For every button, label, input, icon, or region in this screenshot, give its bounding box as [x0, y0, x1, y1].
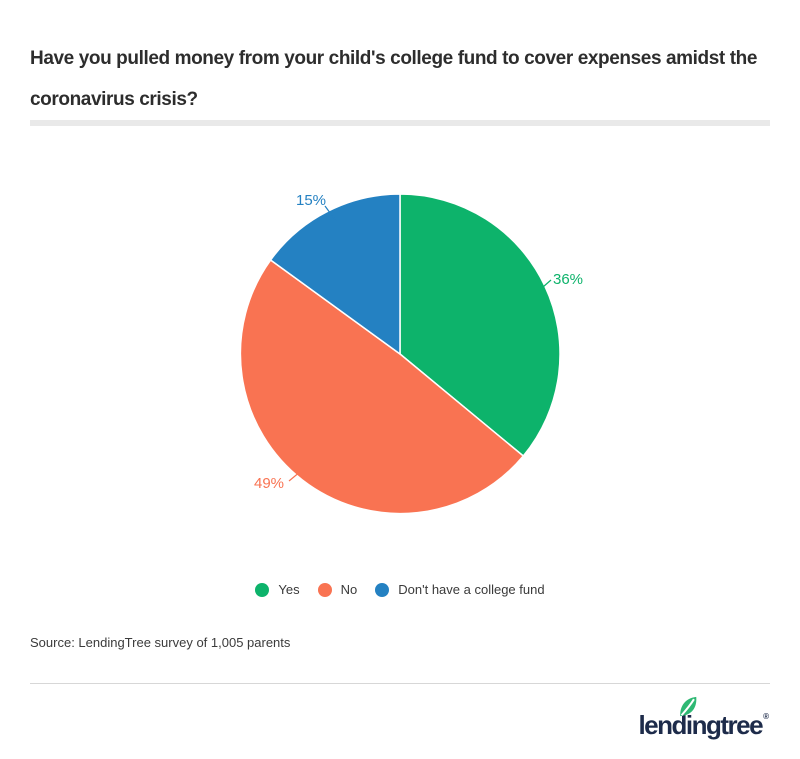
footer-row: lendingtree®: [30, 696, 770, 741]
pie-chart: 36% 49% 15%: [239, 192, 583, 515]
legend-item-yes: Yes: [255, 580, 300, 600]
legend-label-yes: Yes: [278, 582, 300, 597]
legend-swatch-yes: [255, 583, 270, 597]
legend-label-no-college-fund: Don't have a college fund: [398, 582, 545, 597]
footer-divider: [30, 683, 770, 684]
title-divider: [30, 120, 770, 126]
legend-swatch-no-college-fund: [375, 583, 390, 597]
pie-label-leader-0: [542, 279, 552, 288]
leaf-icon: [680, 696, 697, 717]
lendingtree-logo: lendingtree®: [638, 696, 769, 741]
legend-item-no-college-fund: Don't have a college fund: [375, 580, 545, 600]
pie-slice-2: [269, 193, 401, 355]
title-line-2: coronavirus crisis?: [30, 89, 198, 110]
pie-value-label-2: 15%: [296, 192, 326, 209]
logo-wordmark: lendingtree: [638, 710, 763, 740]
pie-label-leader-2: [324, 205, 337, 222]
registered-mark: ®: [763, 712, 769, 721]
legend-swatch-no: [317, 583, 332, 597]
source-text: Source: LendingTree survey of 1,005 pare…: [30, 635, 291, 650]
chart-legend: Yes No Don't have a college fund: [30, 580, 770, 600]
leaf-vein: [681, 698, 696, 716]
legend-item-no: No: [317, 580, 358, 600]
legend-label-no: No: [340, 582, 358, 597]
source-row: Source: LendingTree survey of 1,005 pare…: [30, 634, 770, 652]
pie-slice-1: [239, 259, 525, 515]
pie-value-label-0: 36%: [553, 271, 583, 288]
pie-value-label-1: 49%: [254, 475, 284, 492]
title-line-1: Have you pulled money from your child's …: [30, 48, 758, 69]
pie-label-leader-1: [288, 470, 314, 483]
chart-question-title: Have you pulled money from your child's …: [30, 0, 770, 120]
